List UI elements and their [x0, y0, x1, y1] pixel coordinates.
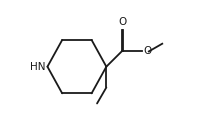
Text: O: O: [143, 46, 152, 56]
Text: O: O: [118, 17, 127, 27]
Text: HN: HN: [30, 62, 45, 72]
